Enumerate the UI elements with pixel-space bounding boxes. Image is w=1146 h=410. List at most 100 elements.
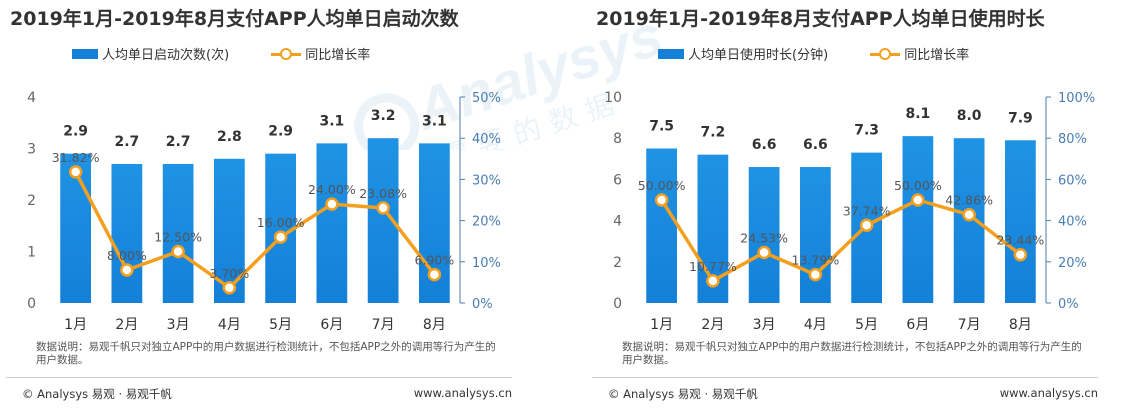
x-tick-label: 5月 (269, 317, 292, 333)
bar-value-label: 7.2 (700, 125, 725, 141)
growth-rate-point (376, 201, 390, 215)
y-right-tick-label: 0% (1058, 297, 1079, 312)
bar-value-label: 2.7 (114, 134, 139, 150)
y-right-tick-label: 10% (472, 256, 501, 271)
bar (111, 163, 143, 303)
bar (646, 148, 677, 303)
y-left-tick-label: 0 (27, 296, 36, 312)
bar (316, 143, 348, 303)
growth-rate-point (962, 207, 976, 222)
growth-rate-point (273, 230, 288, 244)
legend-label-bar: 人均单日使用时长(分钟) (688, 48, 829, 63)
growth-rate-point (859, 218, 874, 233)
data-note: 数据说明：易观千帆只对独立APP中的用户数据进行检测统计，不包括APP之外的调用… (622, 341, 1082, 366)
bar-value-label: 6.6 (803, 137, 828, 153)
footer-website-link[interactable]: www.analysys.cn (413, 386, 512, 400)
growth-rate-label: 23.08% (359, 186, 407, 201)
x-tick-label: 3月 (167, 317, 190, 333)
growth-rate-label: 24.53% (740, 230, 788, 245)
legend-bar-swatch (658, 48, 684, 59)
y-right-tick-label: 40% (472, 132, 501, 147)
growth-rate-label: 8.00% (107, 248, 147, 263)
growth-rate-label: 23.44% (997, 233, 1045, 248)
growth-rate-label: 13.79% (792, 253, 840, 268)
bar-value-label: 7.3 (854, 123, 879, 139)
bar (902, 136, 934, 303)
growth-rate-label: 50.00% (638, 178, 686, 193)
y-right-tick-label: 40% (1058, 215, 1087, 230)
growth-rate-point (1013, 247, 1028, 262)
chart-title: 2019年1月-2019年8月支付APP人均单日启动次数 (10, 8, 459, 30)
bar-value-label: 8.0 (957, 108, 982, 124)
y-right-tick-label: 80% (1058, 132, 1087, 147)
bar-value-label: 8.1 (905, 106, 930, 122)
growth-rate-label: 6.90% (415, 253, 455, 268)
legend-bar-swatch (72, 48, 98, 59)
footer-divider (6, 377, 512, 378)
growth-rate-label: 10.77% (689, 259, 737, 274)
x-tick-label: 8月 (423, 317, 446, 333)
y-left-tick-label: 2 (613, 255, 622, 271)
footer-copyright: © Analysys 易观 · 易观千帆 (608, 387, 758, 401)
chart-title: 2019年1月-2019年8月支付APP人均单日使用时长 (596, 8, 1045, 30)
y-left-tick-label: 10 (604, 90, 622, 106)
x-tick-label: 1月 (64, 317, 87, 333)
bar (1005, 140, 1036, 303)
growth-rate-label: 42.86% (945, 193, 993, 208)
y-right-tick-label: 60% (1058, 173, 1087, 188)
x-tick-label: 2月 (701, 317, 724, 333)
bar (748, 167, 780, 303)
growth-rate-label: 24.00% (308, 182, 356, 197)
growth-rate-point (222, 281, 237, 295)
y-left-tick-label: 1 (27, 245, 36, 261)
legend-label-line: 同比增长率 (305, 48, 371, 63)
x-tick-label: 2月 (115, 317, 138, 333)
growth-rate-label: 31.82% (52, 150, 100, 165)
growth-rate-label: 12.50% (154, 230, 202, 245)
legend-label-bar: 人均单日启动次数(次) (102, 48, 230, 63)
bar (800, 167, 831, 303)
y-right-tick-label: 20% (472, 215, 501, 230)
bar-value-label: 3.2 (371, 108, 396, 124)
growth-rate-point (427, 267, 442, 282)
growth-rate-point (808, 267, 823, 282)
bar (162, 163, 194, 303)
x-tick-label: 4月 (804, 317, 827, 333)
growth-rate-line (74, 171, 436, 290)
chart-panel-launches: 2019年1月-2019年8月支付APP人均单日启动次数 人均单日启动次数(次)… (0, 0, 560, 410)
y-left-tick-label: 0 (613, 296, 622, 312)
bar-value-label: 7.5 (649, 119, 674, 135)
y-right-tick-label: 100% (1058, 91, 1095, 106)
growth-rate-point (120, 263, 134, 277)
footer-website-link[interactable]: www.analysys.cn (999, 386, 1098, 400)
y-left-tick-label: 6 (613, 172, 622, 188)
x-tick-label: 6月 (320, 317, 343, 333)
bar-value-label: 2.9 (268, 124, 293, 140)
bar-value-label: 2.9 (63, 124, 88, 140)
bar-value-label: 7.9 (1008, 110, 1033, 126)
growth-rate-point (911, 193, 925, 207)
growth-rate-point (325, 197, 339, 211)
legend-item-bar: 人均单日使用时长(分钟) (658, 44, 828, 63)
x-tick-label: 3月 (753, 317, 776, 333)
y-left-tick-label: 8 (613, 131, 622, 147)
bar-value-label: 2.7 (166, 134, 191, 150)
growth-rate-line (660, 198, 1022, 283)
bar-value-label: 6.6 (752, 137, 777, 153)
footer-divider (592, 377, 1098, 378)
footer-copyright: © Analysys 易观 · 易观千帆 (22, 387, 172, 401)
y-left-tick-label: 3 (27, 142, 36, 158)
legend-label-line: 同比增长率 (904, 48, 970, 63)
bar-value-label: 3.1 (422, 113, 447, 129)
growth-rate-label: 50.00% (894, 178, 942, 193)
legend-item-line: 同比增长率 (271, 44, 370, 63)
bar-value-label: 2.8 (217, 129, 242, 145)
data-note: 数据说明：易观千帆只对独立APP中的用户数据进行检测统计，不包括APP之外的调用… (36, 341, 496, 366)
legend-line-swatch (271, 47, 302, 60)
x-tick-label: 5月 (855, 317, 878, 333)
legend-line-swatch (870, 47, 901, 60)
growth-rate-point (757, 245, 771, 260)
growth-rate-point (654, 193, 669, 207)
